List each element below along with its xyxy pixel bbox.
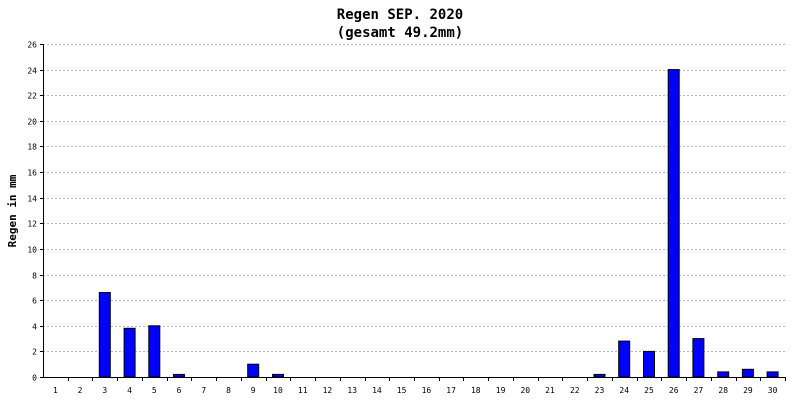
bar-day-28 <box>717 371 730 378</box>
x-tick-label: 27 <box>694 386 704 395</box>
bars <box>98 69 779 378</box>
y-tick-label: 12 <box>27 220 37 229</box>
chart-title: Regen SEP. 2020 <box>337 7 463 23</box>
x-tick-label: 25 <box>644 386 654 395</box>
x-tick-label: 23 <box>595 386 605 395</box>
y-tick-label: 18 <box>27 143 37 152</box>
bar-day-24 <box>618 340 631 378</box>
x-tick-label: 29 <box>743 386 753 395</box>
bar-day-6 <box>173 373 185 378</box>
x-tick-label: 30 <box>768 386 778 395</box>
y-tick-label: 4 <box>32 323 37 332</box>
y-tick-label: 6 <box>32 297 37 306</box>
bar-day-30 <box>766 371 779 378</box>
x-tick-label: 19 <box>496 386 506 395</box>
x-tick-label: 10 <box>273 386 283 395</box>
x-tick-label: 4 <box>127 386 132 395</box>
x-tick-label: 20 <box>520 386 530 395</box>
x-tick-labels: 1 2 3 4 5 6 7 8 9 10 11 12 13 14 15 16 17 18 19 20 21 22 23 24 2… <box>53 386 778 395</box>
y-tick-label: 22 <box>27 92 37 101</box>
x-tick-label: 5 <box>152 386 157 395</box>
x-tick-label: 11 <box>298 386 308 395</box>
y-axis-label: Regen in mm <box>6 174 19 247</box>
y-tick-label: 0 <box>32 374 37 383</box>
bar-day-10 <box>272 373 284 378</box>
y-tick-label: 10 <box>27 246 37 255</box>
x-tick-label: 16 <box>422 386 432 395</box>
x-tick-label: 26 <box>669 386 679 395</box>
y-tick-label: 24 <box>27 67 37 76</box>
bar-day-3 <box>98 292 111 378</box>
bar-day-9 <box>247 363 260 378</box>
x-tick-label: 3 <box>102 386 107 395</box>
x-tick-label: 24 <box>619 386 629 395</box>
y-tick-label: 20 <box>27 118 37 127</box>
y-tick-label: 16 <box>27 169 37 178</box>
x-tick-label: 18 <box>471 386 481 395</box>
x-tick-label: 14 <box>372 386 382 395</box>
bar-day-23 <box>593 373 606 378</box>
x-tick-label: 12 <box>323 386 333 395</box>
x-tick-label: 1 <box>53 386 58 395</box>
bar-day-27 <box>692 338 705 378</box>
y-tick-label: 8 <box>32 272 37 281</box>
chart-subtitle: (gesamt 49.2mm) <box>337 25 463 41</box>
y-tick-label: 26 <box>27 41 37 50</box>
bar-day-25 <box>643 350 655 378</box>
x-tick-label: 15 <box>397 386 407 395</box>
x-tick-label: 8 <box>226 386 231 395</box>
bar-day-26 <box>667 69 680 378</box>
x-tick-label: 2 <box>78 386 83 395</box>
bar-day-4 <box>123 327 136 378</box>
x-tick-label: 9 <box>251 386 256 395</box>
y-tick-label: 2 <box>32 348 37 357</box>
x-tick-label: 21 <box>545 386 555 395</box>
x-tick-label: 13 <box>347 386 357 395</box>
x-tick-label: 7 <box>201 386 206 395</box>
bar-day-5 <box>148 325 161 378</box>
axes <box>40 44 786 381</box>
x-tick-label: 6 <box>177 386 182 395</box>
x-tick-label: 22 <box>570 386 580 395</box>
x-tick-label: 17 <box>446 386 456 395</box>
y-tick-label: 14 <box>27 195 37 204</box>
bar-day-29 <box>741 368 754 378</box>
x-tick-label: 28 <box>718 386 728 395</box>
